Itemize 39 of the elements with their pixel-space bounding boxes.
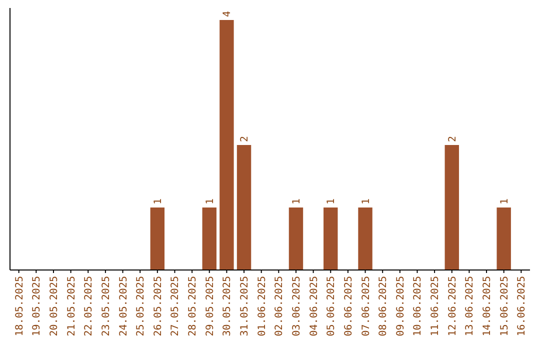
data-label: 4 [222,10,234,17]
x-tick-label: 18.05.2025 [14,276,26,336]
x-tick-label: 28.05.2025 [188,276,199,336]
x-tick-label: 30.05.2025 [222,276,234,336]
x-tick-label: 31.05.2025 [240,276,251,336]
x-tick-label: 02.06.2025 [274,276,286,336]
x-tick-label: 25.05.2025 [136,276,147,336]
x-tick-label: 04.06.2025 [308,276,320,336]
x-tick-label: 29.05.2025 [204,276,216,336]
x-tick-label: 19.05.2025 [32,276,43,336]
x-tick-label: 03.06.2025 [291,276,302,336]
x-tick-label: 08.06.2025 [378,276,390,336]
data-label: 2 [240,136,251,142]
x-tick-label: 11.06.2025 [430,276,442,336]
x-tick-label: 05.06.2025 [326,276,338,336]
data-label: 2 [447,136,458,142]
x-tick-label: 20.05.2025 [48,276,60,336]
x-tick-label: 10.06.2025 [412,276,424,336]
data-label: 1 [204,198,216,204]
x-tick-label: 13.06.2025 [464,276,476,336]
x-tick-label: 27.05.2025 [170,276,182,336]
x-tick-label: 07.06.2025 [360,276,372,336]
x-tick-label: 14.06.2025 [482,276,494,336]
x-tick-label: 24.05.2025 [118,276,130,336]
data-label: 1 [326,198,338,204]
x-tick-label: 22.05.2025 [84,276,95,336]
x-tick-label: 01.06.2025 [256,276,268,336]
x-tick-label: 21.05.2025 [66,276,78,336]
x-tick-label: 23.05.2025 [100,276,112,336]
data-label: 1 [360,198,372,204]
data-label: 1 [291,198,302,204]
x-tick-label: 12.06.2025 [447,276,458,336]
x-tick-label: 09.06.2025 [395,276,406,336]
x-tick-label: 16.06.2025 [516,276,528,336]
x-tick-label: 26.05.2025 [152,276,164,336]
data-label: 1 [152,198,164,204]
x-tick-label: 15.06.2025 [499,276,510,336]
x-tick-label: 06.06.2025 [343,276,354,336]
data-label: 1 [499,198,510,204]
